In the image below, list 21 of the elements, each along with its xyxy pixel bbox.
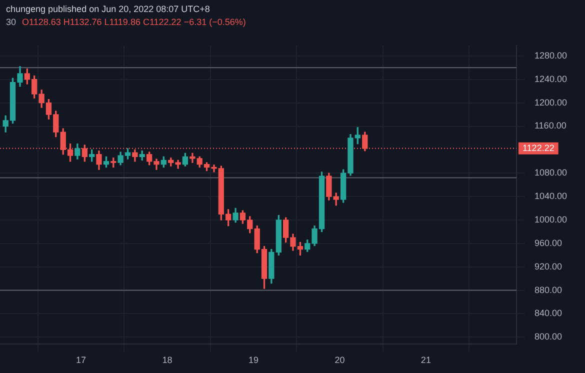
chart-title: chungeng published on Jun 20, 2022 08:07 UTC+8 [6, 3, 211, 14]
text: O1128.63 H1132.76 L1119.86 C1122.22 −6.31 (−0.56%) [22, 17, 246, 27]
x-tick-label: 18 [162, 355, 172, 366]
y-tick-label: 1200.00 [534, 97, 568, 108]
ref-line-label: 1122.22 [522, 142, 554, 153]
y-tick-label: 880.00 [534, 284, 562, 295]
y-tick-label: 1080.00 [534, 168, 568, 178]
y-tick-label: 1160.00 [534, 120, 566, 131]
y-tick-label: 1280.00 [534, 50, 568, 60]
y-tick-label: 960.00 [534, 238, 562, 248]
chart-subtitle: 30 [6, 17, 16, 27]
x-tick-label: 20 [334, 355, 345, 366]
y-tick-label: 1240.00 [534, 74, 568, 84]
y-tick-label: 1040.00 [534, 191, 568, 202]
x-tick-label: 17 [76, 355, 86, 366]
y-tick-label: 1000.00 [534, 214, 568, 224]
x-tick-label: 19 [248, 355, 258, 366]
x-tick-label: 21 [420, 355, 431, 366]
y-tick-label: 840.00 [534, 308, 562, 318]
y-tick-label: 920.00 [534, 261, 562, 272]
y-tick-label: 800.00 [534, 332, 562, 342]
